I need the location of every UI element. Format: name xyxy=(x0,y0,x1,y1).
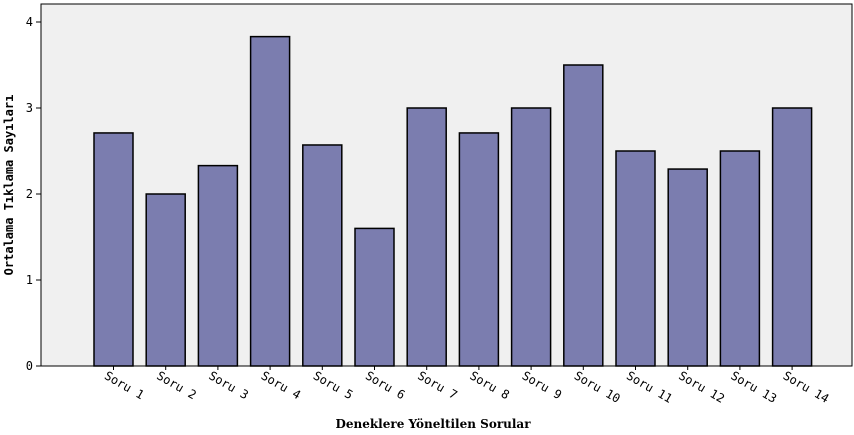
bars-group xyxy=(93,35,813,367)
bar-13 xyxy=(719,150,761,367)
bar-10 xyxy=(563,64,604,367)
y-tick-label: 1 xyxy=(26,273,33,287)
bar-9 xyxy=(510,107,552,367)
y-axis-title: Ortalama Tıklama Sayıları xyxy=(2,95,16,276)
bar-7 xyxy=(406,107,447,367)
x-category-label: Soru 4 xyxy=(259,368,304,402)
y-tick-label: 3 xyxy=(26,101,33,115)
x-category-label: Soru 3 xyxy=(206,368,251,402)
x-axis: Soru 1 Soru 2 Soru 3 Soru 4 Soru 5 Soru 6 Soru… xyxy=(102,366,831,406)
x-category-label: Soru 6 xyxy=(363,368,408,402)
bar-6 xyxy=(354,227,395,367)
bar-4 xyxy=(249,35,291,367)
x-category-label: Soru 14 xyxy=(781,368,832,405)
bar-8 xyxy=(458,132,500,367)
x-axis-title: Deneklere Yöneltilen Sorular xyxy=(335,417,531,431)
x-category-label: Soru 11 xyxy=(624,368,675,405)
bar-5 xyxy=(302,144,343,367)
bar-12 xyxy=(667,168,708,367)
x-category-label: Soru 5 xyxy=(311,368,356,402)
x-category-label: Soru 2 xyxy=(154,368,199,402)
x-category-label: Soru 9 xyxy=(520,368,565,402)
x-category-label: Soru 8 xyxy=(467,368,512,402)
x-category-label: Soru 1 xyxy=(102,368,147,402)
y-tick-label: 2 xyxy=(26,187,33,201)
x-category-label: Soru 13 xyxy=(728,368,779,405)
x-category-label: Soru 7 xyxy=(415,368,460,402)
bar-3 xyxy=(197,164,239,367)
bar-14 xyxy=(771,107,813,367)
x-category-label: Soru 12 xyxy=(676,368,727,405)
bar-1 xyxy=(93,132,134,367)
y-tick-label: 0 xyxy=(26,359,33,373)
bar-2 xyxy=(145,193,186,367)
y-axis: 0 1 2 3 4 xyxy=(26,15,41,373)
bar-11 xyxy=(615,150,656,367)
x-category-label: Soru 10 xyxy=(572,368,623,405)
y-tick-label: 4 xyxy=(26,15,33,29)
